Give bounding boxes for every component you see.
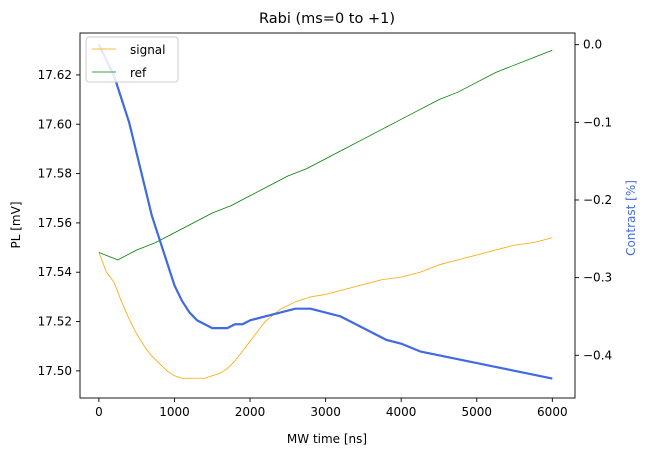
x-axis-label: MW time [ns] (287, 432, 367, 446)
left-tick-label: 17.50 (38, 364, 72, 378)
x-tick-label: 2000 (235, 405, 266, 419)
right-tick-label: −0.1 (583, 115, 612, 129)
left-tick-label: 17.52 (38, 315, 72, 329)
plot-frame (79, 32, 576, 399)
series-line-ref (98, 49, 553, 261)
right-tick-label: −0.2 (583, 193, 612, 207)
right-tick-label: 0.0 (583, 38, 602, 52)
chart-title: Rabi (ms=0 to +1) (259, 11, 395, 27)
x-tick-label: 3000 (310, 405, 341, 419)
left-axis-label: PL [mV] (9, 202, 23, 249)
legend: signal ref (85, 36, 179, 83)
left-tick-label: 17.58 (38, 167, 72, 181)
legend-box (85, 36, 179, 83)
x-tick-label: 5000 (461, 405, 492, 419)
left-tick-label: 17.54 (38, 265, 72, 279)
axes-layer: 0 1000 2000 3000 4000 5000 6000 17.50 17.52 17.54… (38, 32, 612, 419)
legend-label-signal: signal (130, 43, 166, 57)
legend-label-ref: ref (130, 66, 147, 80)
x-tick-label: 4000 (386, 405, 417, 419)
series-line-contrast (97, 44, 553, 380)
left-tick-label: 17.56 (38, 216, 72, 230)
right-tick-label: −0.3 (583, 271, 612, 285)
x-tick-label: 6000 (537, 405, 568, 419)
series-layer (97, 44, 553, 380)
series-line-signal (98, 237, 553, 379)
right-tick-label: −0.4 (583, 348, 612, 362)
right-axis-label: Contrast [%] (624, 180, 638, 256)
x-tick-label: 1000 (159, 405, 190, 419)
x-tick-label: 0 (95, 405, 103, 419)
left-tick-label: 17.62 (38, 68, 72, 82)
left-tick-label: 17.60 (38, 117, 72, 131)
